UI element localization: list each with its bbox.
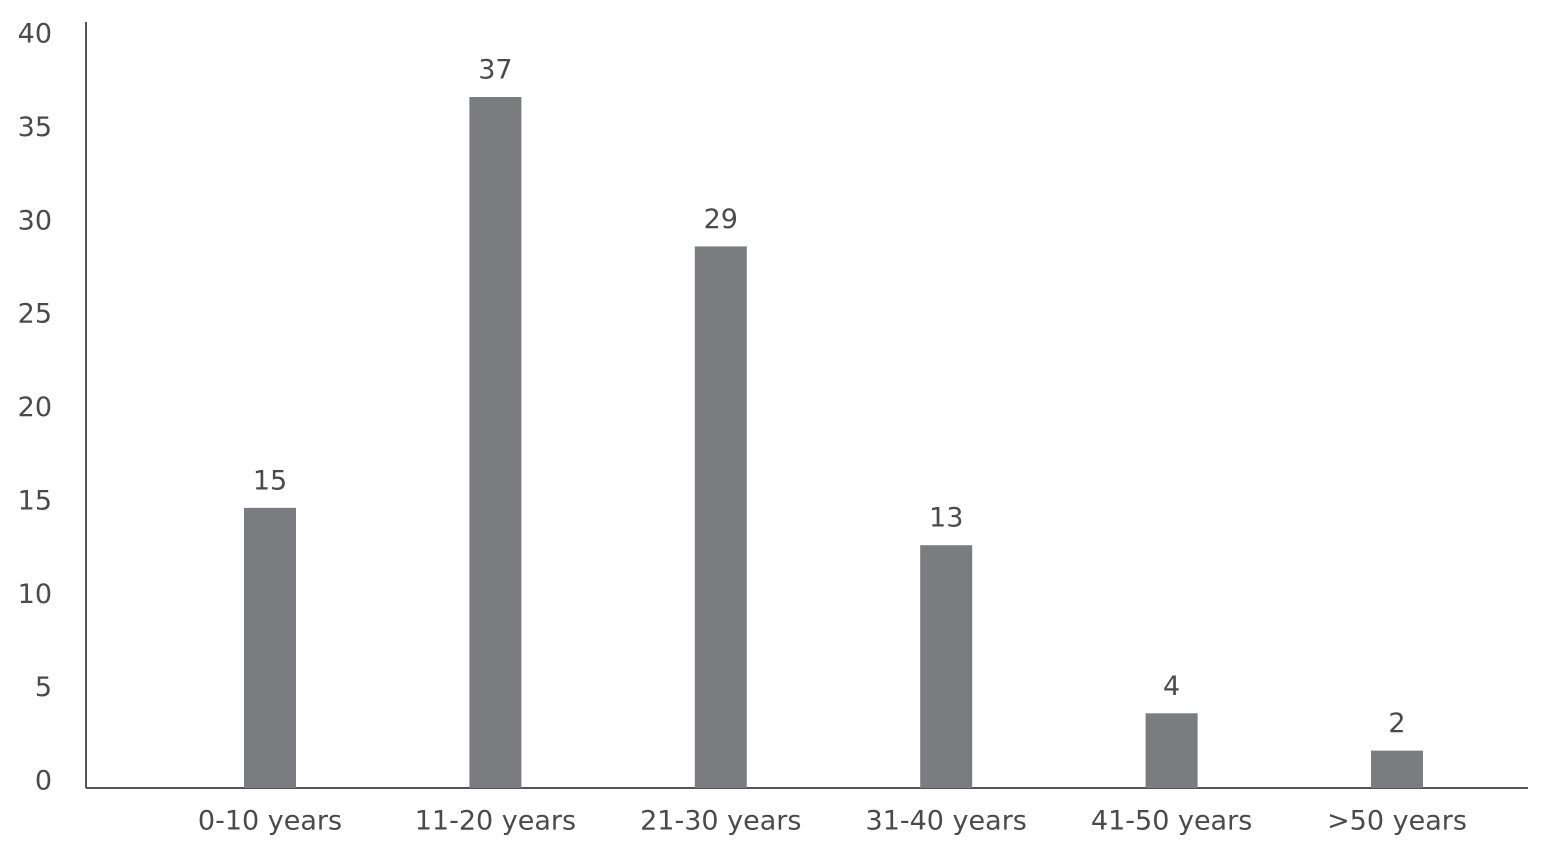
value-label: 13 <box>929 503 963 534</box>
value-label: 37 <box>478 55 512 86</box>
x-tick-label: 11-20 years <box>415 806 576 837</box>
value-label: 4 <box>1163 671 1180 702</box>
bar <box>1145 713 1198 788</box>
value-label: 15 <box>253 465 287 496</box>
y-tick-label: 25 <box>18 299 52 330</box>
y-tick-label: 10 <box>18 579 52 610</box>
y-tick-label: 30 <box>18 205 52 236</box>
bar <box>694 246 747 789</box>
value-label: 29 <box>704 204 738 235</box>
x-tick-label: 21-30 years <box>640 806 801 837</box>
bar <box>244 507 296 788</box>
y-tick-label: 35 <box>18 112 52 143</box>
value-label: 2 <box>1388 708 1405 739</box>
x-tick-label: 31-40 years <box>866 806 1027 837</box>
bar <box>920 545 973 788</box>
bar <box>1371 750 1423 788</box>
y-tick-label: 5 <box>35 672 52 703</box>
y-tick-label: 15 <box>18 485 52 516</box>
x-tick-label: 0-10 years <box>198 806 342 837</box>
x-tick-label: 41-50 years <box>1091 806 1252 837</box>
x-tick-label: >50 years <box>1327 806 1467 837</box>
y-tick-label: 20 <box>18 392 52 423</box>
y-tick-label: 40 <box>18 19 52 50</box>
y-tick-label: 0 <box>35 766 52 797</box>
bar <box>469 97 522 788</box>
